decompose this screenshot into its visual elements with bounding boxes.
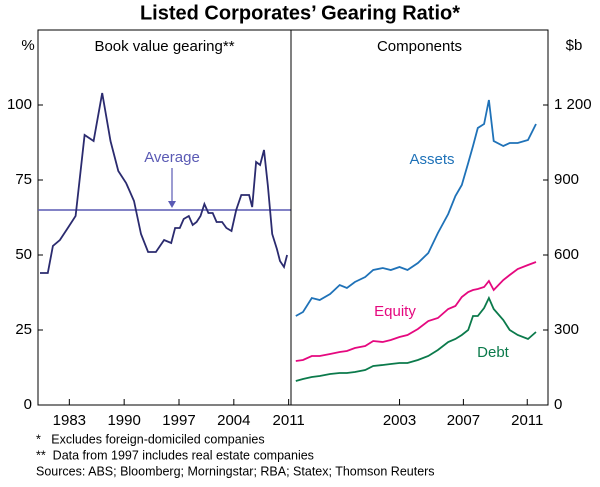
y-tick-label: 75 bbox=[15, 171, 32, 188]
panel-frame bbox=[37, 29, 292, 406]
panel-title: Components bbox=[377, 38, 462, 55]
line bbox=[40, 92, 288, 274]
x-tick-label: 1983 bbox=[53, 412, 86, 429]
footnote: Sources: ABS; Bloomberg; Morningstar; RB… bbox=[36, 464, 435, 478]
average-label: Average bbox=[144, 149, 200, 166]
line bbox=[295, 295, 537, 382]
y-unit: % bbox=[21, 37, 34, 54]
y-tick-label: 300 bbox=[554, 321, 579, 338]
y-tick-label: 0 bbox=[554, 396, 562, 413]
y-tick-label: 25 bbox=[15, 321, 32, 338]
x-tick-label: 1997 bbox=[162, 412, 195, 429]
y-unit: $b bbox=[566, 37, 583, 54]
x-tick-label: 2011 bbox=[511, 412, 543, 429]
y-tick-label: 50 bbox=[15, 246, 32, 263]
y-tick-label: 100 bbox=[7, 96, 32, 113]
series-label: Debt bbox=[477, 344, 510, 361]
line bbox=[295, 99, 537, 317]
footnote: * Excludes foreign-domiciled companies bbox=[36, 432, 265, 446]
x-tick-label: 2004 bbox=[217, 412, 250, 429]
line bbox=[295, 261, 537, 362]
series-label: Equity bbox=[374, 303, 416, 320]
x-tick-label: 2011 bbox=[273, 412, 305, 429]
panel-frame bbox=[290, 29, 549, 406]
y-tick-label: 0 bbox=[24, 396, 32, 413]
x-tick-label: 1990 bbox=[107, 412, 140, 429]
y-tick-label: 600 bbox=[554, 246, 579, 263]
panel-title: Book value gearing** bbox=[94, 38, 234, 55]
x-tick-label: 2003 bbox=[383, 412, 416, 429]
series-label: Assets bbox=[409, 151, 454, 168]
y-tick-label: 900 bbox=[554, 171, 579, 188]
y-tick-label: 1 200 bbox=[554, 96, 592, 113]
x-tick-label: 2007 bbox=[447, 412, 480, 429]
footnote: ** Data from 1997 includes real estate c… bbox=[36, 448, 314, 462]
chart-title: Listed Corporates’ Gearing Ratio* bbox=[140, 2, 460, 24]
average-arrowhead bbox=[168, 201, 176, 208]
